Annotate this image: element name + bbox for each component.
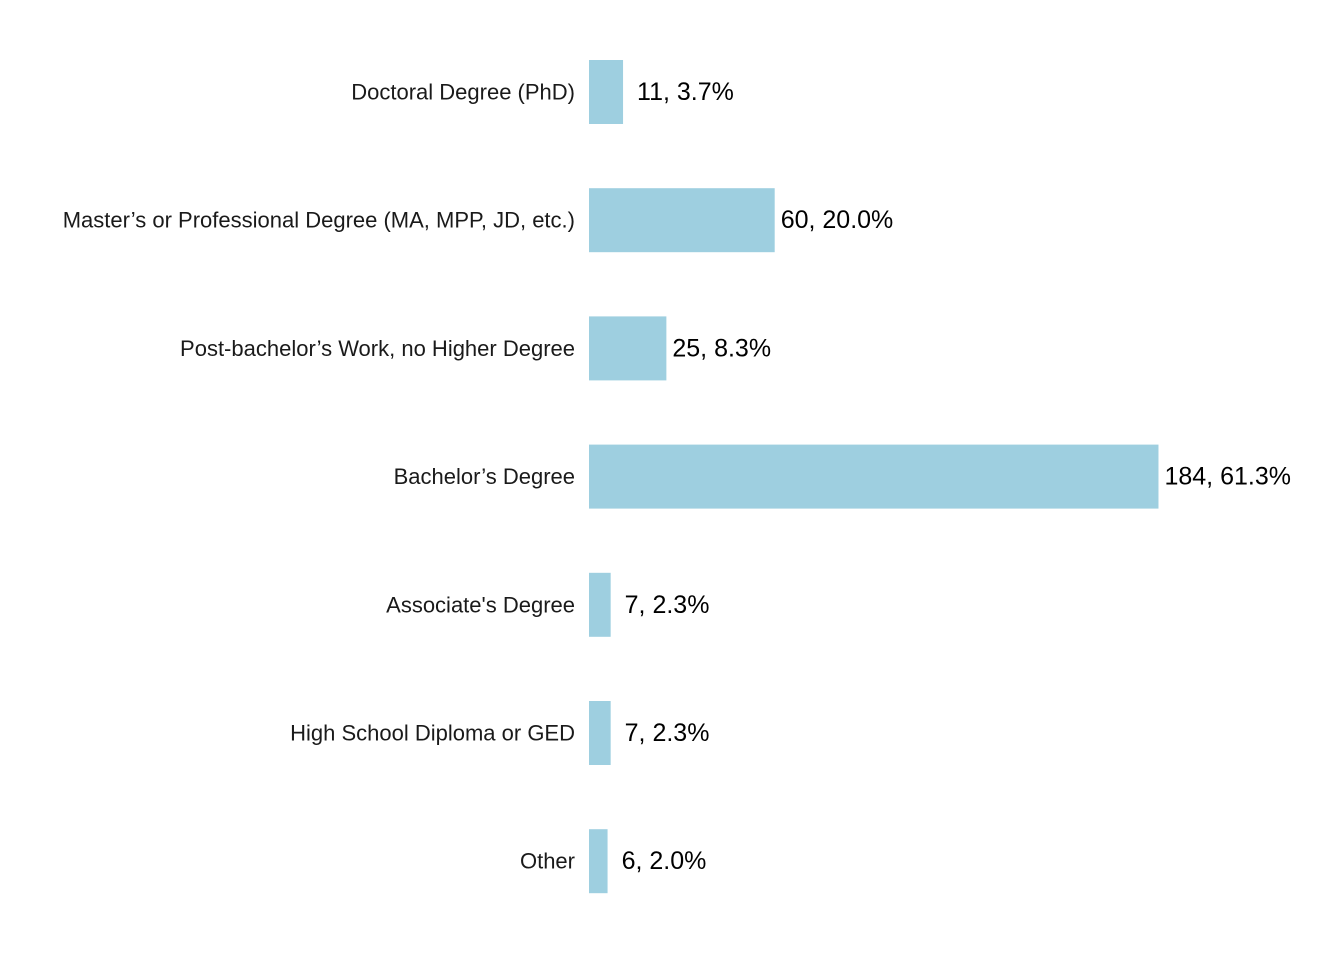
bar-other — [589, 829, 608, 894]
bar-associate-s-degree — [589, 572, 611, 637]
data-label-associate-s-degree: 7, 2.3% — [625, 591, 710, 619]
data-label-bachelor-s-degree: 184, 61.3% — [1164, 463, 1291, 491]
bars-group — [589, 60, 1159, 894]
bar-doctoral-degree-phd — [589, 60, 624, 124]
bar-master-s-or-professional-degree-ma-mpp-jd-etc — [589, 188, 775, 253]
data-label-high-school-diploma-or-ged: 7, 2.3% — [625, 719, 710, 747]
category-label-associate-s-degree: Associate's Degree — [386, 592, 575, 617]
data-label-other: 6, 2.0% — [622, 847, 707, 875]
category-label-doctoral-degree-phd: Doctoral Degree (PhD) — [351, 80, 575, 105]
data-label-post-bachelor-s-work-no-higher-degree: 25, 8.3% — [672, 334, 771, 362]
data-label-doctoral-degree-phd: 11, 3.7% — [637, 78, 734, 106]
category-label-master-s-or-professional-degree-ma-mpp-jd-etc: Master’s or Professional Degree (MA, MPP… — [63, 208, 575, 233]
category-label-high-school-diploma-or-ged: High School Diploma or GED — [290, 721, 575, 746]
category-label-bachelor-s-degree: Bachelor’s Degree — [394, 464, 575, 489]
bar-bachelor-s-degree — [589, 444, 1159, 509]
data-labels-group: 11, 3.7% 60, 20.0% 25, 8.3% 184, 61.3% 7, 2.… — [622, 78, 1291, 875]
data-label-master-s-or-professional-degree-ma-mpp-jd-etc: 60, 20.0% — [781, 206, 894, 234]
bar-high-school-diploma-or-ged — [589, 701, 611, 765]
category-labels-group: Doctoral Degree (PhD) Master’s or Profess… — [63, 80, 575, 874]
category-label-other: Other — [520, 849, 575, 874]
category-label-post-bachelor-s-work-no-higher-degree: Post-bachelor’s Work, no Higher Degree — [180, 336, 575, 361]
bar-post-bachelor-s-work-no-higher-degree — [589, 316, 667, 381]
